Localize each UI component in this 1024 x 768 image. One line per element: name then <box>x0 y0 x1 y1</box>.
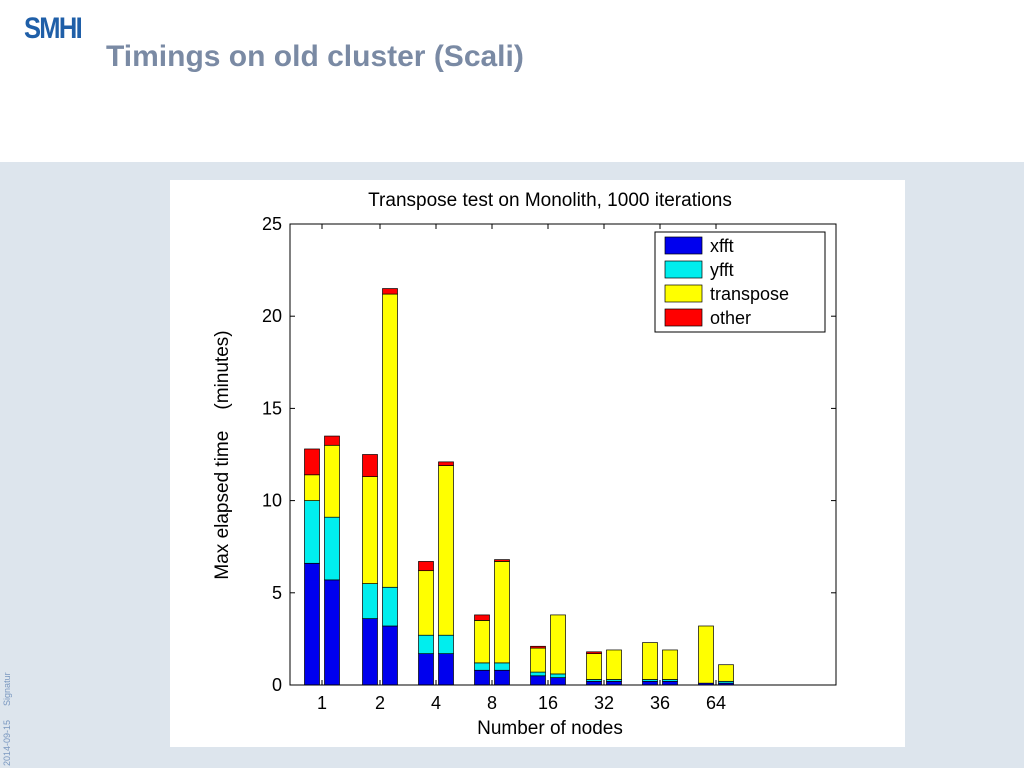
bar-segment-xfft <box>662 680 678 686</box>
bar-segment-xfft <box>362 618 378 686</box>
bar-segment-other <box>474 614 490 621</box>
y-axis: 0 5 10 15 20 25 <box>262 214 836 695</box>
bars-group <box>304 288 734 686</box>
bar-segment-other <box>438 461 454 466</box>
y-tick-label: 10 <box>262 491 282 511</box>
bar-segment-other <box>494 559 510 562</box>
slide-header: SMHI Timings on old cluster (Scali) <box>0 0 1024 162</box>
bar-segment-other <box>418 561 434 572</box>
bar-segment-other <box>304 448 320 476</box>
x-tick-label: 32 <box>594 693 614 713</box>
footer-label: Signatur <box>2 672 12 706</box>
legend: xfft yfft transpose other <box>654 231 826 333</box>
chart-panel: Transpose test on Monolith, 1000 iterati… <box>170 180 905 747</box>
bar-segment-transpose <box>474 620 490 664</box>
bar-segment-transpose <box>662 649 678 680</box>
bar-segment-transpose <box>550 614 566 675</box>
x-tick-label: 64 <box>706 693 726 713</box>
bar-segment-xfft <box>550 677 566 686</box>
legend-label-yfft: yfft <box>710 260 734 280</box>
bar-segment-xfft <box>606 680 622 686</box>
y-tick-label: 0 <box>272 675 282 695</box>
bar-segment-yfft <box>474 662 490 671</box>
legend-swatch-transpose <box>664 284 703 303</box>
legend-swatch-yfft <box>664 260 703 279</box>
bar-segment-transpose <box>494 561 510 664</box>
x-axis-label: Number of nodes <box>477 718 623 739</box>
x-tick-label: 8 <box>487 693 497 713</box>
bar-segment-transpose <box>718 664 734 682</box>
bar-segment-yfft <box>418 634 434 655</box>
bar-segment-transpose <box>642 642 658 680</box>
legend-swatch-xfft <box>664 236 703 255</box>
x-tick-label: 16 <box>538 693 558 713</box>
footer-date: 2014-09-15 <box>2 719 12 766</box>
x-tick-label: 1 <box>317 693 327 713</box>
bar-segment-transpose <box>362 476 378 584</box>
bar-segment-other <box>586 651 602 655</box>
bar-segment-xfft <box>304 562 320 686</box>
bar-segment-transpose <box>382 293 398 588</box>
bar-segment-yfft <box>362 583 378 619</box>
bar-segment-transpose <box>418 570 434 636</box>
bar-segment-xfft <box>494 669 510 686</box>
bar-segment-xfft <box>586 680 602 686</box>
bar-segment-yfft <box>382 586 398 627</box>
bar-segment-transpose <box>304 474 320 501</box>
bar-segment-transpose <box>530 647 546 673</box>
bar-segment-other <box>382 288 398 295</box>
bar-segment-yfft <box>494 662 510 671</box>
legend-label-transpose: transpose <box>710 284 789 304</box>
x-axis: 1 2 4 8 16 32 36 64 <box>317 224 726 713</box>
bar-segment-transpose <box>698 625 714 684</box>
y-axis-label: Max elapsed time (minutes) <box>212 330 233 579</box>
legend-label-other: other <box>710 308 751 328</box>
bar-segment-xfft <box>324 579 340 686</box>
bar-segment-yfft <box>530 671 546 677</box>
bar-segment-xfft <box>438 653 454 686</box>
bar-segment-yfft <box>550 673 566 678</box>
bar-segment-xfft <box>474 669 490 686</box>
bar-segment-transpose <box>606 649 622 680</box>
bar-segment-xfft <box>382 625 398 686</box>
bar-segment-yfft <box>438 634 454 655</box>
smhi-logo: SMHI <box>24 12 83 45</box>
bar-segment-other <box>362 454 378 477</box>
y-tick-label: 25 <box>262 214 282 234</box>
chart-title: Transpose test on Monolith, 1000 iterati… <box>368 190 732 211</box>
bar-segment-transpose <box>438 465 454 636</box>
bar-segment-xfft <box>418 653 434 686</box>
legend-label-xfft: xfft <box>710 236 734 256</box>
legend-swatch-other <box>664 308 703 327</box>
bar-segment-transpose <box>586 653 602 680</box>
y-tick-label: 5 <box>272 583 282 603</box>
bar-segment-other <box>530 645 546 649</box>
y-tick-label: 15 <box>262 398 282 418</box>
bar-segment-xfft <box>642 680 658 686</box>
plot-frame <box>289 223 837 686</box>
x-tick-label: 36 <box>650 693 670 713</box>
slide-title: Timings on old cluster (Scali) <box>106 40 524 73</box>
x-tick-label: 4 <box>431 693 441 713</box>
bar-segment-xfft <box>530 675 546 686</box>
x-tick-label: 2 <box>375 693 385 713</box>
bar-segment-transpose <box>324 444 340 518</box>
bar-segment-other <box>324 435 340 446</box>
stacked-bar-chart: Transpose test on Monolith, 1000 iterati… <box>212 190 837 739</box>
bar-segment-yfft <box>324 516 340 581</box>
bar-segment-yfft <box>304 500 320 564</box>
y-tick-label: 20 <box>262 306 282 326</box>
footer-vertical-text: 2014-09-15 Signatur <box>2 658 12 766</box>
